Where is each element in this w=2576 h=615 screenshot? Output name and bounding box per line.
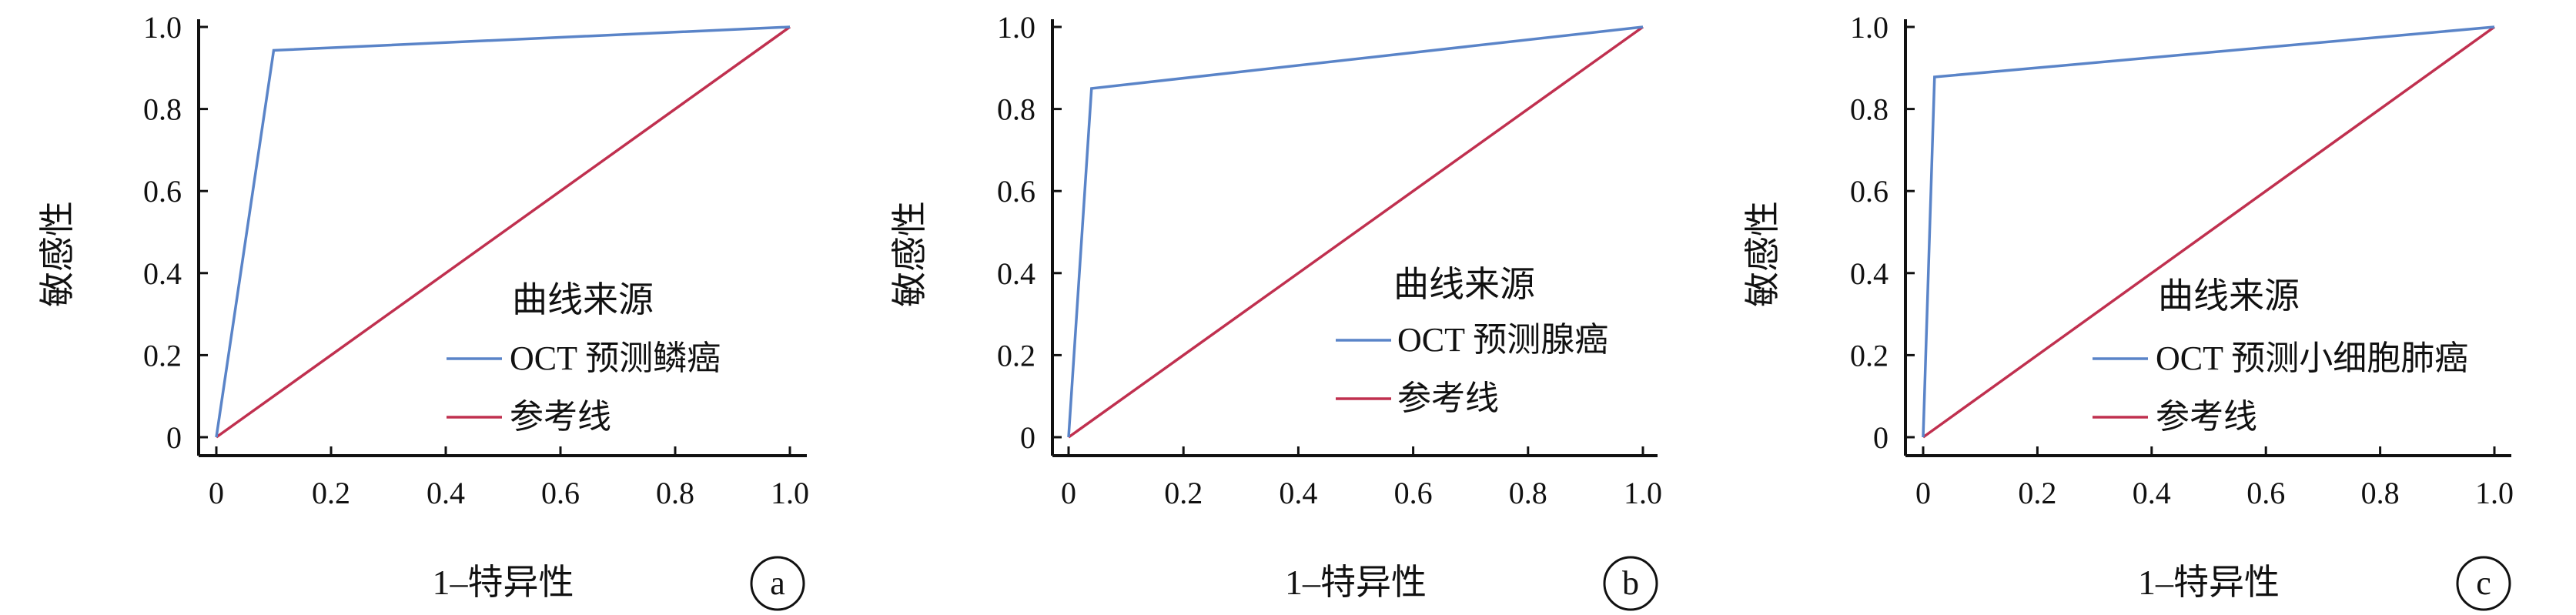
x-tick-label: 0.6 — [2246, 476, 2285, 510]
panel-label: a — [770, 564, 785, 602]
x-tick-label: 0.8 — [1509, 476, 1547, 510]
legend-entry: 参考线 — [1397, 379, 1499, 417]
y-tick-label: 0.4 — [997, 256, 1035, 291]
y-axis-title: 敏感性 — [1743, 201, 1782, 307]
chart-panel-c: 0 0.2 0.4 0.6 0.8 1.0 0 0.2 0.4 0.6 0.8 1.0 1–特异性 敏感性… — [1743, 10, 2514, 611]
y-axis-title: 敏感性 — [890, 201, 929, 307]
x-tick-label: 0.2 — [312, 476, 350, 510]
y-tick-label: 0.2 — [997, 338, 1035, 373]
legend-title: 曲线来源 — [512, 280, 654, 319]
y-tick-label: 0.8 — [143, 92, 182, 127]
series-line-roc — [1067, 25, 1644, 438]
panel-label-circle — [2456, 556, 2511, 611]
y-tick-label: 0 — [1020, 420, 1035, 455]
y-tick-label: 0.8 — [1850, 92, 1889, 127]
y-tick-label: 0 — [1873, 420, 1889, 455]
y-tick-label: 0.8 — [997, 92, 1035, 127]
x-tick-label: 0 — [1061, 476, 1076, 510]
y-tick-label: 0.2 — [1850, 338, 1889, 373]
x-axis-title: 1–特异性 — [2138, 563, 2280, 602]
y-tick-label: 1.0 — [1850, 10, 1889, 45]
series-line-reference — [215, 25, 791, 439]
x-tick-label: 0.6 — [1394, 476, 1433, 510]
y-tick-label: 0 — [166, 420, 182, 455]
legend-title: 曲线来源 — [2158, 276, 2300, 316]
x-tick-label: 0.8 — [2361, 476, 2400, 510]
series-line-reference — [1922, 25, 2496, 439]
y-tick-label: 1.0 — [143, 10, 182, 45]
x-tick-label: 0.4 — [427, 476, 465, 510]
chart-panel-a: 0 0.2 0.4 0.6 0.8 1.0 0 0.2 0.4 0.6 0.8 1.0 1–特异性 敏感性… — [38, 10, 809, 611]
series-line-reference — [1067, 25, 1644, 439]
chart-panel-b: 0 0.2 0.4 0.6 0.8 1.0 0 0.2 0.4 0.6 0.8 1.0 1–特异性 敏感性… — [890, 10, 1662, 611]
panel-label: c — [2476, 564, 2491, 602]
x-tick-label: 0.6 — [541, 476, 580, 510]
y-axis-title: 敏感性 — [38, 201, 77, 307]
legend-entry: OCT 预测小细胞肺癌 — [2156, 339, 2468, 377]
x-tick-label: 0 — [1915, 476, 1931, 510]
legend-entry: OCT 预测鳞癌 — [510, 339, 721, 377]
x-tick-label: 1.0 — [2475, 476, 2514, 510]
x-tick-label: 0.2 — [1164, 476, 1203, 510]
x-tick-label: 1.0 — [1624, 476, 1662, 510]
panel-label-circle — [1603, 556, 1658, 611]
x-tick-label: 1.0 — [771, 476, 809, 510]
x-tick-label: 0.2 — [2018, 476, 2056, 510]
x-axis-title: 1–特异性 — [433, 563, 574, 602]
panel-label-circle — [750, 556, 805, 611]
legend-entry: 参考线 — [510, 398, 611, 436]
series-line-roc — [215, 25, 791, 438]
legend-entry: OCT 预测腺癌 — [1397, 321, 1608, 359]
y-tick-label: 0.6 — [997, 174, 1035, 209]
legend-title: 曲线来源 — [1393, 265, 1535, 304]
y-tick-label: 1.0 — [997, 10, 1035, 45]
panel-label: b — [1622, 564, 1639, 602]
x-tick-label: 0.4 — [1279, 476, 1317, 510]
y-tick-label: 0.6 — [143, 174, 182, 209]
y-tick-label: 0.2 — [143, 338, 182, 373]
x-tick-label: 0 — [209, 476, 224, 510]
series-line-roc — [1922, 25, 2495, 438]
x-axis-title: 1–特异性 — [1285, 563, 1427, 602]
legend-entry: 参考线 — [2156, 398, 2257, 436]
y-tick-label: 0.4 — [143, 256, 182, 291]
x-tick-label: 0.8 — [656, 476, 694, 510]
x-tick-label: 0.4 — [2133, 476, 2171, 510]
y-tick-label: 0.6 — [1850, 174, 1889, 209]
y-tick-label: 0.4 — [1850, 256, 1889, 291]
